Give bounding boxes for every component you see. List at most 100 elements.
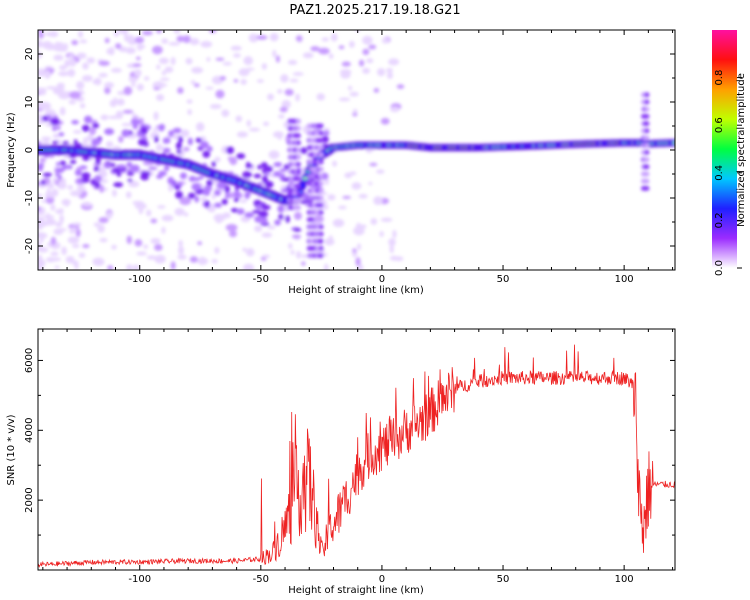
spectrogram-noise-mark <box>256 165 262 170</box>
spectrogram-noise-mark <box>170 261 176 270</box>
spectrogram-noise-mark <box>137 139 148 146</box>
spectrogram-noise-mark <box>230 207 239 213</box>
spectrogram-noise-mark <box>59 107 66 116</box>
snr-series-line <box>38 344 675 568</box>
spectrogram-noise-mark <box>293 228 302 232</box>
spectrogram-noise-mark <box>42 215 55 219</box>
spectrogram-noise-mark <box>98 72 108 78</box>
spectrogram-noise-mark <box>143 244 149 250</box>
spectrogram-noise-mark <box>38 140 41 146</box>
spectrogram-noise-mark <box>272 49 277 58</box>
spectrogram-noise-mark <box>136 83 144 91</box>
spectrogram-noise-mark <box>100 114 109 121</box>
spectrogram-noise-mark <box>287 60 298 65</box>
spectrogram-noise-mark <box>126 235 132 245</box>
spectrogram-spike-mark <box>318 159 324 165</box>
spectrogram-noise-mark <box>157 205 166 209</box>
spectrogram-noise-mark <box>116 171 122 177</box>
spectrogram-noise-mark <box>263 172 270 176</box>
spectrogram-spike-mark <box>295 161 301 167</box>
spectrogram-heat-layer <box>38 30 675 270</box>
spectrogram-noise-mark <box>115 110 124 120</box>
spectrogram-noise-mark <box>175 190 184 199</box>
colorbar-ticks: 0.0 0.2 0.4 0.6 0.8 <box>714 70 742 276</box>
spectrogram-noise-mark <box>74 169 83 177</box>
spectrogram-y-tick-label: 10 <box>24 96 35 109</box>
spectrogram-noise-mark <box>98 60 110 66</box>
spectrogram-noise-mark <box>362 35 373 45</box>
spectrogram-noise-mark <box>244 191 250 200</box>
spectrogram-noise-mark <box>92 257 105 267</box>
spectrogram-noise-mark <box>294 211 302 220</box>
spectrogram-noise-mark <box>292 72 304 76</box>
spectrogram-noise-mark <box>242 247 247 252</box>
spectrogram-noise-mark <box>318 47 330 55</box>
spectrogram-noise-mark <box>38 163 44 172</box>
spectrogram-noise-mark <box>233 190 241 199</box>
spectrogram-noise-mark <box>44 70 51 79</box>
spectrogram-noise-mark <box>78 252 86 258</box>
spectrogram-noise-mark <box>161 214 174 222</box>
spectrogram-spike-mark <box>644 164 650 170</box>
spectrogram-noise-mark <box>53 228 64 235</box>
spectrogram-noise-mark <box>273 171 282 177</box>
spectrogram-noise-mark <box>323 263 329 270</box>
spectrogram-spike-mark <box>295 133 301 139</box>
spectrogram-noise-mark <box>254 215 264 223</box>
spectrogram-noise-mark <box>153 111 159 121</box>
spectrogram-noise-mark <box>78 30 84 38</box>
spectrogram-noise-mark <box>235 115 243 123</box>
spectrogram-noise-mark <box>264 165 273 173</box>
spectrogram-noise-mark <box>200 196 207 202</box>
spectrogram-noise-mark <box>69 91 81 99</box>
spectrogram-noise-mark <box>58 92 71 100</box>
spectrogram-spike-mark <box>644 99 650 105</box>
spectrogram-noise-mark <box>206 179 213 187</box>
colorbar: 0.0 0.2 0.4 0.6 0.8 Normalized spectral ampl… <box>712 30 747 276</box>
spectrogram-noise-mark <box>104 82 115 89</box>
spectrogram-noise-mark <box>332 218 345 228</box>
spectrogram-noise-mark <box>158 57 169 65</box>
snr-plot-area <box>38 329 675 570</box>
spectrogram-noise-mark <box>99 184 105 193</box>
spectrogram-noise-mark <box>380 217 393 222</box>
spectrogram-noise-mark <box>351 182 362 190</box>
spectrogram-noise-mark <box>388 58 400 66</box>
spectrogram-noise-mark <box>76 81 85 90</box>
spectrogram-noise-mark <box>382 37 390 44</box>
spectrogram-noise-mark <box>205 86 214 90</box>
spectrogram-noise-mark <box>275 55 280 63</box>
spectrogram-noise-mark <box>38 262 42 268</box>
spectrogram-noise-mark <box>163 165 170 172</box>
spectrogram-spike-mark <box>318 123 324 129</box>
spectrogram-noise-mark <box>38 256 43 263</box>
spectrogram-noise-mark <box>168 130 174 137</box>
spectrogram-noise-mark <box>61 246 67 256</box>
chart-title: PAZ1.2025.217.19.18.G21 <box>289 3 460 18</box>
spectrogram-spike-mark <box>318 130 324 136</box>
spectrogram-noise-mark <box>274 219 281 226</box>
spectrogram-noise-mark <box>316 93 325 101</box>
spectrogram-noise-mark <box>49 31 59 38</box>
spectrogram-noise-mark <box>238 68 250 77</box>
spectrogram-noise-mark <box>207 145 213 152</box>
spectrogram-noise-mark <box>69 159 77 165</box>
spectrogram-noise-mark <box>161 70 167 76</box>
spectrogram-noise-mark <box>177 254 187 260</box>
spectrogram-noise-mark <box>122 130 131 137</box>
spectrogram-noise-mark <box>191 183 202 191</box>
spectrogram-spike-mark <box>644 185 650 191</box>
spectrogram-x-label: Height of straight line (km) <box>288 285 424 296</box>
spectrogram-noise-mark <box>200 41 213 48</box>
spectrogram-noise-mark <box>338 45 345 50</box>
spectrogram-noise-mark <box>41 199 48 203</box>
spectrogram-noise-mark <box>71 222 82 226</box>
spectrogram-noise-mark <box>38 206 41 212</box>
spectrogram-noise-mark <box>199 141 209 149</box>
spectrogram-noise-mark <box>144 76 150 81</box>
spectrogram-noise-mark <box>377 68 386 77</box>
spectrogram-noise-mark <box>64 200 69 207</box>
spectrogram-noise-mark <box>262 167 267 174</box>
spectrogram-noise-mark <box>50 251 59 257</box>
spectrogram-spike-mark <box>295 118 301 124</box>
